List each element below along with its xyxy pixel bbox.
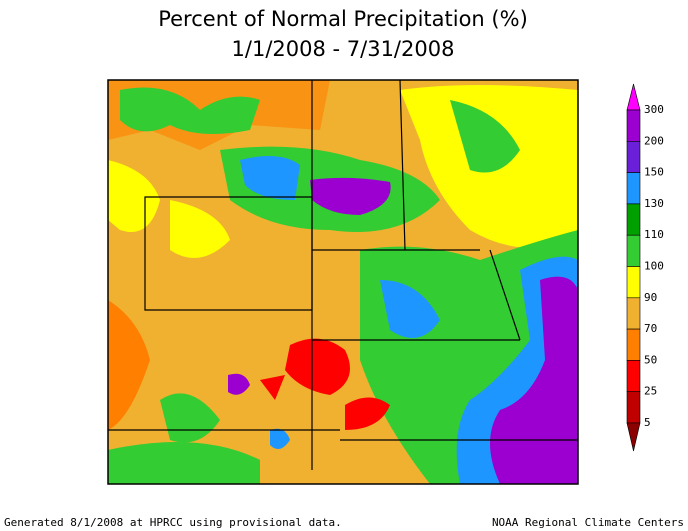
legend-swatch [626, 234, 641, 267]
title-line: Percent of Normal Precipitation (%) [158, 7, 528, 31]
legend-label: 200 [644, 134, 664, 147]
legend-label: 50 [644, 353, 657, 366]
legend-cap [626, 83, 641, 111]
legend-label: 130 [644, 197, 664, 210]
legend-swatch [626, 328, 641, 361]
legend-swatch [626, 297, 641, 330]
legend-swatch [626, 172, 641, 205]
legend-cap [626, 422, 641, 452]
footer-left: Generated 8/1/2008 at HPRCC using provis… [4, 516, 342, 529]
map [107, 79, 579, 485]
legend-swatch [626, 360, 641, 392]
legend-label: 100 [644, 260, 664, 273]
legend-label: 70 [644, 322, 657, 335]
legend-label: 150 [644, 166, 664, 179]
legend-label: 110 [644, 228, 664, 241]
legend-label: 5 [644, 416, 651, 429]
legend-swatch [626, 109, 641, 142]
title-line: 1/1/2008 - 7/31/2008 [232, 37, 455, 61]
legend-swatch [626, 203, 641, 236]
color-legend: 300 200 150 130 110 100 90 70 50 25 5 [626, 83, 664, 452]
legend-label: 90 [644, 291, 657, 304]
legend-label: 25 [644, 385, 657, 398]
legend-label: 300 [644, 103, 664, 116]
legend-swatch [626, 141, 641, 173]
legend-swatch [626, 266, 641, 299]
footer-right: NOAA Regional Climate Centers [492, 516, 684, 529]
legend-swatch [626, 391, 641, 424]
